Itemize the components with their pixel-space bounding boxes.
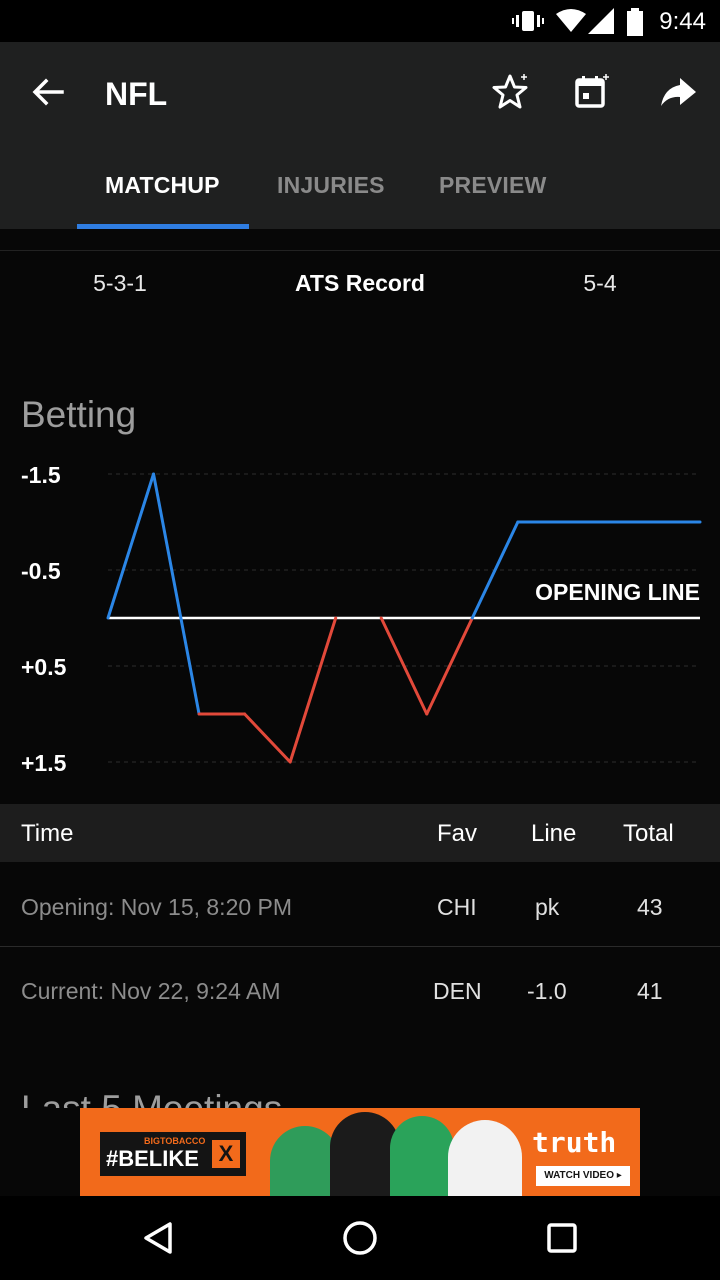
header-line: Line (531, 820, 577, 847)
y-tick-label: -1.5 (21, 462, 61, 488)
lines-table-header: Time Fav Line Total (0, 804, 720, 862)
ats-right-value: 5-4 (583, 270, 617, 296)
row-time: Opening: Nov 15, 8:20 PM (21, 894, 293, 920)
ad-tag-small-text: BIGTOBACCO (144, 1136, 206, 1146)
system-nav-bar (0, 1196, 720, 1280)
row-time: Current: Nov 22, 9:24 AM (21, 978, 281, 1004)
series-line-segment (379, 616, 429, 716)
active-tab-indicator (77, 224, 249, 229)
y-tick-label: +1.5 (21, 750, 67, 776)
app-bar: NFL MATCHUP INJURIES PREVIEW (0, 42, 720, 229)
row-line: -1.0 (527, 978, 567, 1004)
row-line: pk (535, 894, 560, 920)
header-total: Total (623, 820, 674, 847)
opening-line-label: OPENING LINE (535, 579, 700, 605)
series-line-segment (106, 472, 156, 620)
vibrate-icon (512, 11, 544, 31)
ad-hashtag-text: #BELIKE (106, 1146, 199, 1171)
divider (0, 946, 720, 947)
series-line-segment (470, 520, 520, 620)
home-circle-icon[interactable] (340, 1218, 380, 1258)
row-total: 41 (637, 978, 663, 1004)
calendar-add-icon[interactable] (570, 70, 614, 114)
signal-icon (588, 8, 614, 34)
row-total: 43 (637, 894, 663, 920)
tab-injuries[interactable]: INJURIES (277, 172, 385, 198)
ats-record-row: 5-3-1 ATS Record 5-4 (0, 270, 720, 318)
series-line-segment (425, 616, 474, 716)
table-row: Current: Nov 22, 9:24 AM DEN -1.0 41 (0, 948, 720, 1032)
row-fav: CHI (437, 894, 477, 920)
tab-matchup[interactable]: MATCHUP (105, 172, 220, 198)
back-arrow-icon[interactable] (28, 72, 68, 112)
status-bar: 9:44 (0, 0, 720, 42)
ad-person-figure (448, 1120, 522, 1196)
tab-preview[interactable]: PREVIEW (439, 172, 547, 198)
ad-x-mark: X (212, 1140, 240, 1168)
ad-person-figure (270, 1126, 340, 1196)
divider (0, 250, 720, 251)
ad-person-figure (390, 1116, 454, 1196)
clock: 9:44 (659, 8, 706, 35)
last-meetings-title: Last 5 Meetings (21, 1088, 282, 1108)
ad-banner[interactable]: BIGTOBACCO #BELIKE X truth WATCH VIDEO ▸ (80, 1108, 640, 1196)
ats-label: ATS Record (295, 270, 425, 296)
row-fav: DEN (433, 978, 482, 1004)
ad-hashtag-logo: BIGTOBACCO #BELIKE X (100, 1132, 246, 1176)
y-tick-label: -0.5 (21, 558, 61, 584)
table-row: Opening: Nov 15, 8:20 PM CHI pk 43 (0, 864, 720, 948)
header-fav: Fav (437, 820, 478, 847)
ad-watch-video-button[interactable]: WATCH VIDEO ▸ (536, 1166, 630, 1186)
tab-bar: MATCHUP INJURIES PREVIEW (0, 162, 720, 229)
ad-person-figure (330, 1112, 400, 1196)
battery-icon (627, 8, 643, 36)
y-tick-label: +0.5 (21, 654, 67, 680)
page-title: NFL (105, 76, 168, 112)
series-line-segment (152, 472, 201, 716)
ats-left-value: 5-3-1 (93, 270, 147, 296)
back-triangle-icon[interactable] (140, 1218, 180, 1258)
header-time: Time (21, 820, 74, 847)
betting-line-chart: -1.5 -0.5 +0.5 +1.5 OPENING LINE (21, 462, 702, 776)
series-line-segment (288, 616, 338, 764)
share-icon[interactable] (656, 70, 700, 114)
series-line-segment (243, 712, 292, 764)
recents-square-icon[interactable] (542, 1218, 582, 1258)
favorite-star-add-icon[interactable] (488, 70, 532, 114)
betting-title: Betting (21, 394, 137, 435)
wifi-icon (556, 9, 586, 32)
ad-brand-text: truth (532, 1126, 617, 1159)
